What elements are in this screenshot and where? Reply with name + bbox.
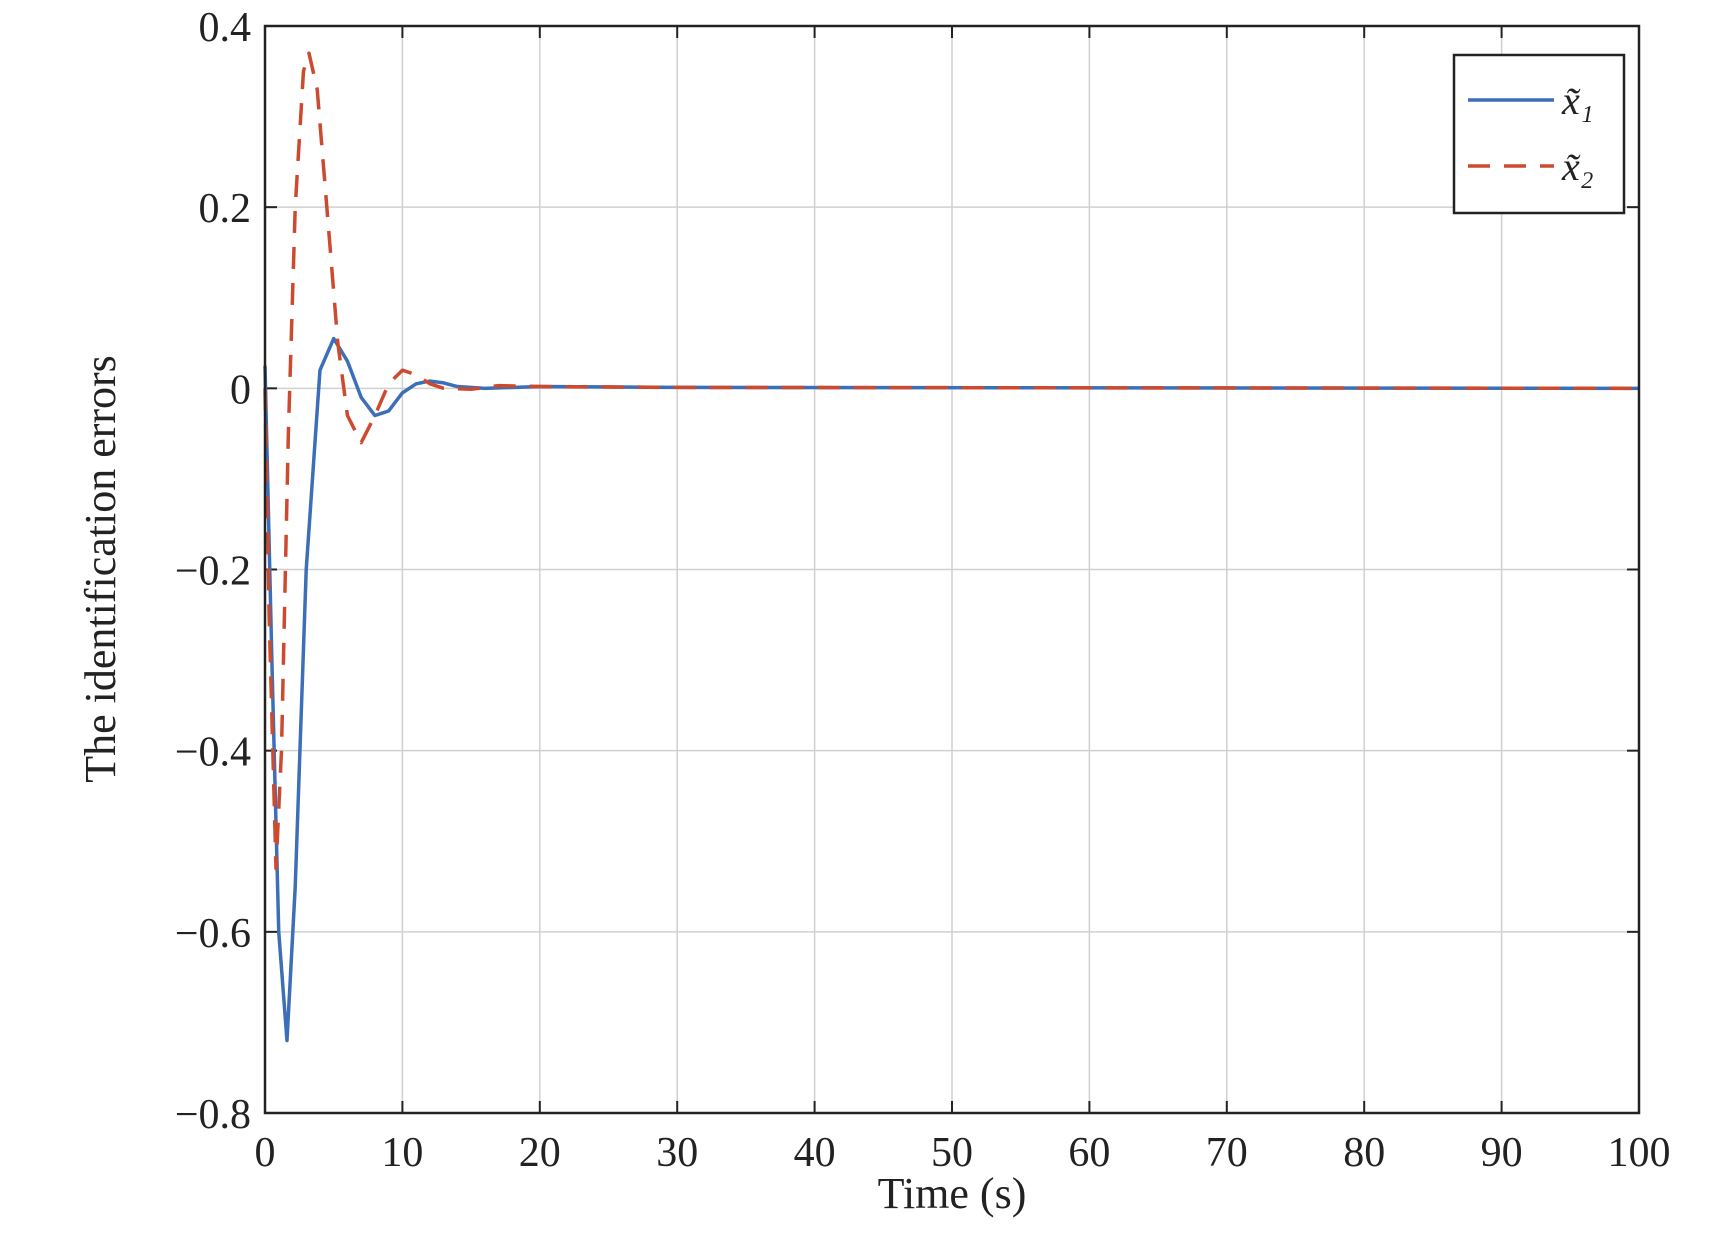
x-tick-label: 20 — [519, 1130, 561, 1176]
y-tick-label: 0 — [230, 367, 251, 413]
y-tick-label: −0.2 — [175, 549, 251, 595]
x-tick-label: 100 — [1608, 1130, 1671, 1176]
x-tick-label: 80 — [1343, 1130, 1385, 1176]
plot-frame — [263, 24, 1641, 1115]
x-tick-label: 40 — [794, 1130, 836, 1176]
x-tick-label: 50 — [931, 1130, 973, 1176]
x-tick-label: 0 — [255, 1130, 276, 1176]
x-tick-label: 70 — [1206, 1130, 1248, 1176]
x-axis-label: Time (s) — [878, 1169, 1027, 1218]
y-tick-label: 0.2 — [199, 186, 252, 232]
y-tick-label: −0.6 — [175, 911, 251, 957]
legend-label: x̃₂ — [1561, 144, 1594, 189]
y-tick-label: −0.4 — [175, 730, 251, 776]
x-tick-label: 90 — [1481, 1130, 1523, 1176]
y-axis-label: The identification errors — [76, 355, 125, 783]
y-tick-label: −0.8 — [175, 1092, 251, 1138]
x-tick-label: 60 — [1068, 1130, 1110, 1176]
legend-label: x̃₁ — [1561, 78, 1594, 123]
series-line — [263, 51, 1640, 871]
y-tick-label: 0.4 — [199, 5, 252, 51]
x-tick-label: 10 — [381, 1130, 423, 1176]
legend-box — [1452, 53, 1626, 215]
x-tick-label: 30 — [656, 1130, 698, 1176]
